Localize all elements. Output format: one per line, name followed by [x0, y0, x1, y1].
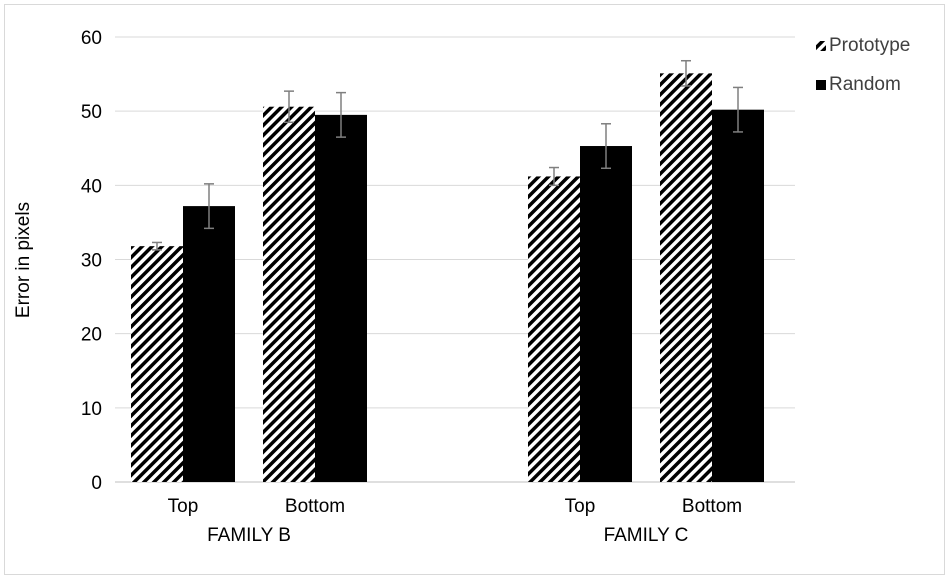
bar-prototype-3: [660, 73, 712, 482]
error-bar-prototype-0: [152, 241, 162, 251]
y-tick-label: 50: [81, 102, 102, 123]
error-bar-random-0: [204, 183, 214, 230]
bar-random-1: [315, 114, 367, 482]
x-category-label: Bottom: [285, 496, 345, 517]
y-axis-ticks: 0 10 20 30 40 50 60: [81, 28, 102, 494]
error-bar-random-2: [601, 123, 611, 170]
bar-prototype-2: [528, 176, 580, 482]
y-tick-label: 10: [81, 399, 102, 420]
y-tick-label: 20: [81, 325, 102, 346]
x-category-label: Top: [168, 496, 199, 517]
bar-random-0: [183, 206, 235, 482]
legend-swatch-prototype: [816, 41, 826, 51]
error-bars: [152, 59, 743, 251]
legend-label-random: Random: [829, 74, 901, 95]
y-tick-label: 0: [91, 473, 102, 494]
error-bar-random-3: [733, 86, 743, 133]
y-tick-label: 60: [81, 28, 102, 49]
legend-swatch-random: [816, 80, 826, 90]
bars: [131, 73, 764, 482]
x-group-label: FAMILY C: [604, 525, 689, 546]
bar-random-3: [712, 109, 764, 482]
error-bar-prototype-2: [549, 166, 559, 187]
error-bar-prototype-3: [681, 59, 691, 87]
x-axis-labels: Top Bottom FAMILY B Top Bottom FAMILY C: [168, 496, 742, 546]
error-bar-prototype-1: [284, 90, 294, 124]
bar-prototype-1: [263, 106, 315, 482]
y-tick-label: 40: [81, 176, 102, 197]
chart-frame: [4, 4, 945, 575]
x-group-label: FAMILY B: [207, 525, 291, 546]
legend: Prototype Random: [816, 35, 910, 95]
bar-random-2: [580, 146, 632, 482]
legend-label-prototype: Prototype: [829, 35, 910, 56]
error-bar-random-1: [336, 91, 346, 138]
bar-prototype-0: [131, 246, 183, 482]
y-axis-title: Error in pixels: [13, 202, 34, 318]
x-category-label: Bottom: [682, 496, 742, 517]
y-tick-label: 30: [81, 251, 102, 272]
x-category-label: Top: [565, 496, 596, 517]
